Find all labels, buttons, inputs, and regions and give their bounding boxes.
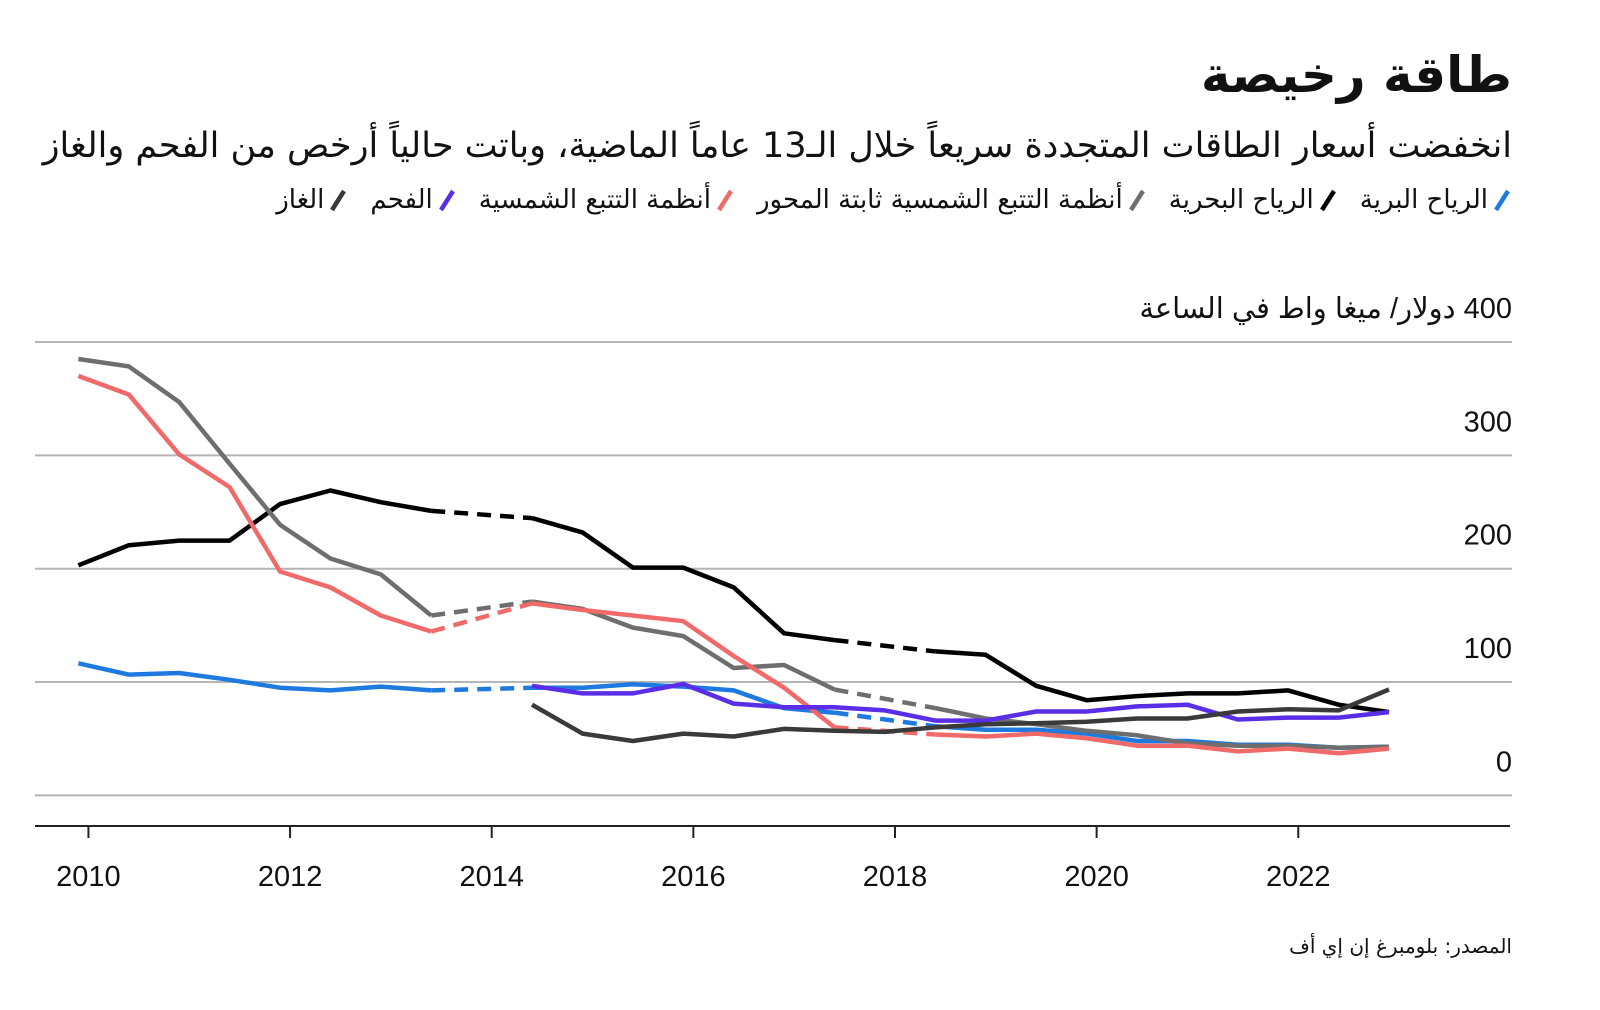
legend-swatch bbox=[438, 189, 455, 212]
legend-swatch bbox=[1319, 189, 1336, 212]
line bbox=[531, 681, 1390, 723]
x-tick-label: 2022 bbox=[1266, 861, 1331, 893]
legend-swatch-line bbox=[1319, 189, 1336, 212]
gap-connector bbox=[834, 710, 936, 729]
legend-item: أنظمة التتبع الشمسية ثابتة المحور bbox=[757, 180, 1147, 220]
source-note: المصدر: بلومبرغ إن إي أف bbox=[1289, 934, 1512, 958]
series bbox=[77, 488, 1390, 715]
chart-subtitle: انخفضت أسعار الطاقات المتجددة سريعاً خلا… bbox=[42, 126, 1512, 166]
legend-swatch-line bbox=[438, 189, 455, 212]
gap-connector bbox=[834, 687, 936, 711]
legend-swatch bbox=[1494, 189, 1510, 212]
x-tick-label: 2016 bbox=[661, 861, 726, 893]
line bbox=[77, 488, 432, 568]
legend-item: الفحم bbox=[370, 180, 456, 220]
legend-swatch-line bbox=[330, 189, 347, 212]
legend: الرياح البرية الرياح البحرية أنظمة التتبع … bbox=[32, 180, 1512, 220]
header: طاقة رخيصة انخفضت أسعار الطاقات المتجددة… bbox=[32, 40, 1512, 220]
x-tick-label: 2012 bbox=[258, 861, 323, 893]
series bbox=[77, 373, 1390, 756]
y-tick-label: 200 bbox=[1464, 520, 1512, 552]
legend-label: أنظمة التتبع الشمسية ثابتة المحور bbox=[756, 185, 1123, 215]
gap-connector bbox=[431, 685, 533, 693]
series bbox=[530, 687, 1390, 744]
gap-connector bbox=[834, 637, 936, 654]
legend-swatch bbox=[717, 189, 733, 212]
legend-label: الفحم bbox=[370, 185, 433, 215]
x-tick-label: 2018 bbox=[863, 861, 928, 893]
y-tick-label: 400 دولار/ ميغا واط في الساعة bbox=[1139, 293, 1512, 326]
line bbox=[77, 661, 432, 693]
legend-item: أنظمة التتبع الشمسية bbox=[479, 180, 735, 220]
legend-label: أنظمة التتبع الشمسية bbox=[478, 185, 711, 215]
legend-item: الرياح البحرية bbox=[1169, 180, 1338, 220]
line bbox=[935, 731, 1390, 756]
line bbox=[78, 356, 433, 618]
legend-swatch bbox=[330, 189, 347, 212]
legend-swatch-line bbox=[717, 189, 733, 212]
legend-item: الرياح البرية bbox=[1360, 180, 1512, 220]
gap-connector bbox=[430, 599, 533, 618]
gap-connector bbox=[431, 508, 533, 521]
line bbox=[935, 649, 1390, 715]
legend-swatch-line bbox=[1494, 189, 1510, 212]
line bbox=[77, 373, 432, 634]
y-tick-label: 300 bbox=[1464, 406, 1512, 438]
x-tick-label: 2014 bbox=[459, 861, 524, 893]
line bbox=[531, 599, 836, 692]
x-tick-label: 2010 bbox=[56, 861, 121, 893]
chart-title: طاقة رخيصة bbox=[1200, 46, 1512, 104]
legend-label: الغاز bbox=[276, 185, 325, 215]
y-tick-label: 0 bbox=[1496, 746, 1512, 778]
legend-label: الرياح البحرية bbox=[1168, 185, 1314, 215]
line bbox=[531, 515, 835, 643]
series bbox=[531, 681, 1390, 723]
legend-swatch-line bbox=[1128, 189, 1145, 212]
y-tick-label: 100 bbox=[1464, 633, 1512, 665]
legend-swatch bbox=[1128, 189, 1145, 212]
line bbox=[530, 687, 1390, 744]
x-tick-label: 2020 bbox=[1064, 861, 1129, 893]
gap-connector bbox=[430, 601, 533, 634]
line bbox=[531, 601, 836, 730]
legend-label: الرياح البرية bbox=[1359, 185, 1488, 215]
line bbox=[934, 705, 1390, 751]
legend-item: الغاز bbox=[276, 180, 348, 220]
